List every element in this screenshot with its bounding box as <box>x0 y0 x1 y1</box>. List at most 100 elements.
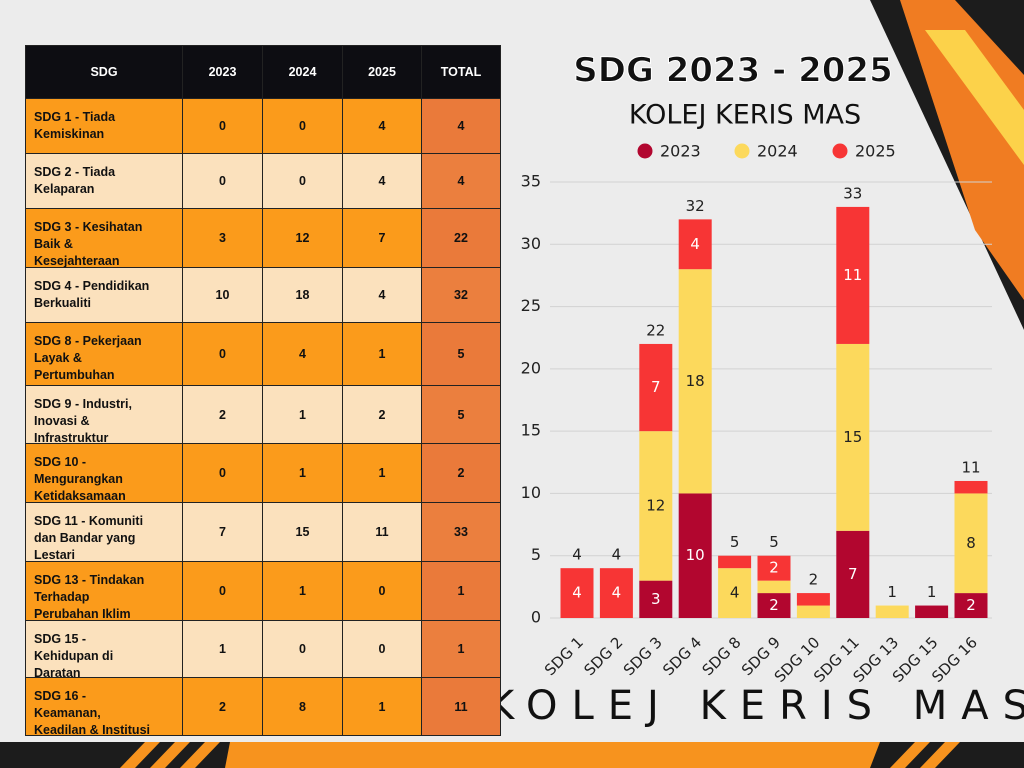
bar-segment <box>836 530 870 618</box>
table-cell: 7 <box>182 502 263 562</box>
data-label: 3 <box>651 590 661 608</box>
row-label: SDG 3 - Kesihatan Baik & Kesejahteraan <box>25 208 183 268</box>
data-label: 15 <box>843 428 862 446</box>
bar-segment <box>560 568 594 618</box>
data-label: 2 <box>966 596 976 614</box>
x-tick-label: SDG 8 <box>699 633 745 679</box>
y-tick-label: 5 <box>531 545 541 564</box>
y-tick-label: 35 <box>521 172 541 191</box>
table-cell: 4 <box>262 322 343 386</box>
table-cell: 0 <box>342 561 422 621</box>
y-tick-label: 25 <box>521 296 541 315</box>
table-header: TOTAL <box>421 45 501 99</box>
table-cell: 0 <box>182 98 263 154</box>
total-label: 1 <box>927 583 937 601</box>
bar-segment <box>757 555 791 581</box>
bar-segment <box>836 343 870 531</box>
data-label: 4 <box>730 584 740 602</box>
decor <box>120 742 160 768</box>
table-cell: 0 <box>182 443 263 503</box>
x-tick-label: SDG 3 <box>620 633 666 679</box>
row-label: SDG 4 - Pendidikan Berkualiti <box>25 267 183 323</box>
table-cell: 5 <box>421 322 501 386</box>
table-cell: 10 <box>182 267 263 323</box>
x-tick-label: SDG 4 <box>659 633 705 679</box>
table-cell: 3 <box>182 208 263 268</box>
total-label: 5 <box>769 533 779 551</box>
decor <box>920 742 960 768</box>
table-cell: 2 <box>182 385 263 444</box>
decor <box>180 742 220 768</box>
table-cell: 8 <box>262 677 343 736</box>
legend-label: 2025 <box>855 142 896 161</box>
bar-segment <box>639 431 673 581</box>
bar-segment <box>718 568 752 618</box>
table-cell: 33 <box>421 502 501 562</box>
legend-label: 2023 <box>660 142 701 161</box>
total-label: 5 <box>730 533 740 551</box>
table-cell: 2 <box>342 385 422 444</box>
table-cell: 1 <box>262 385 343 444</box>
row-label: SDG 15 - Kehidupan di Daratan <box>25 620 183 678</box>
table-cell: 11 <box>421 677 501 736</box>
table-cell: 4 <box>342 98 422 154</box>
total-label: 4 <box>612 546 622 564</box>
table-cell: 1 <box>421 620 501 678</box>
table-cell: 1 <box>182 620 263 678</box>
data-label: 10 <box>686 546 705 564</box>
legend-marker <box>832 143 848 159</box>
table-cell: 0 <box>262 153 343 209</box>
table-cell: 1 <box>342 443 422 503</box>
table-cell: 0 <box>262 98 343 154</box>
table-cell: 11 <box>342 502 422 562</box>
data-label: 7 <box>651 378 661 396</box>
chart-title: SDG 2023 - 2025 <box>573 51 893 91</box>
table-cell: 0 <box>262 620 343 678</box>
table-header: 2023 <box>182 45 263 99</box>
table-cell: 0 <box>182 153 263 209</box>
row-label: SDG 1 - Tiada Kemiskinan <box>25 98 183 154</box>
bar-segment <box>639 580 673 618</box>
bar-segment <box>796 605 830 618</box>
decor <box>890 742 930 768</box>
legend-label: 2024 <box>757 142 798 161</box>
table-cell: 32 <box>421 267 501 323</box>
bar-segment <box>836 206 870 344</box>
bar-segment <box>678 493 712 618</box>
data-label: 4 <box>572 584 582 602</box>
footer: KOLEJ KERIS MAS <box>488 683 1024 729</box>
table-cell: 18 <box>262 267 343 323</box>
total-label: 11 <box>961 458 980 476</box>
bar-segment <box>757 593 791 618</box>
data-label: 2 <box>769 559 779 577</box>
legend-marker <box>637 143 653 159</box>
table-cell: 4 <box>342 267 422 323</box>
bar-segment <box>757 580 791 594</box>
decor <box>225 742 880 768</box>
row-label: SDG 2 - Tiada Kelaparan <box>25 153 183 209</box>
row-label: SDG 8 - Pekerjaan Layak & Pertumbuhan <box>25 322 183 386</box>
total-label: 2 <box>809 571 819 589</box>
table-cell: 15 <box>262 502 343 562</box>
row-label: SDG 9 - Industri, Inovasi & Infrastruktu… <box>25 385 183 444</box>
row-label: SDG 13 - Tindakan Terhadap Perubahan Ikl… <box>25 561 183 621</box>
bar-segment <box>954 493 988 594</box>
table-cell: 2 <box>182 677 263 736</box>
table-cell: 12 <box>262 208 343 268</box>
y-tick-label: 10 <box>521 483 541 502</box>
data-label: 12 <box>646 496 665 514</box>
y-tick-label: 0 <box>531 608 541 627</box>
bar-segment <box>796 593 830 606</box>
table-cell: 1 <box>421 561 501 621</box>
table-cell: 1 <box>342 677 422 736</box>
data-label: 4 <box>612 584 622 602</box>
table-cell: 5 <box>421 385 501 444</box>
y-tick-label: 15 <box>521 421 541 440</box>
bar-segment <box>875 605 909 618</box>
chart-subtitle: KOLEJ KERIS MAS <box>629 100 861 131</box>
data-label: 2 <box>769 596 779 614</box>
total-label: 32 <box>686 197 705 215</box>
bar-segment <box>639 343 673 432</box>
